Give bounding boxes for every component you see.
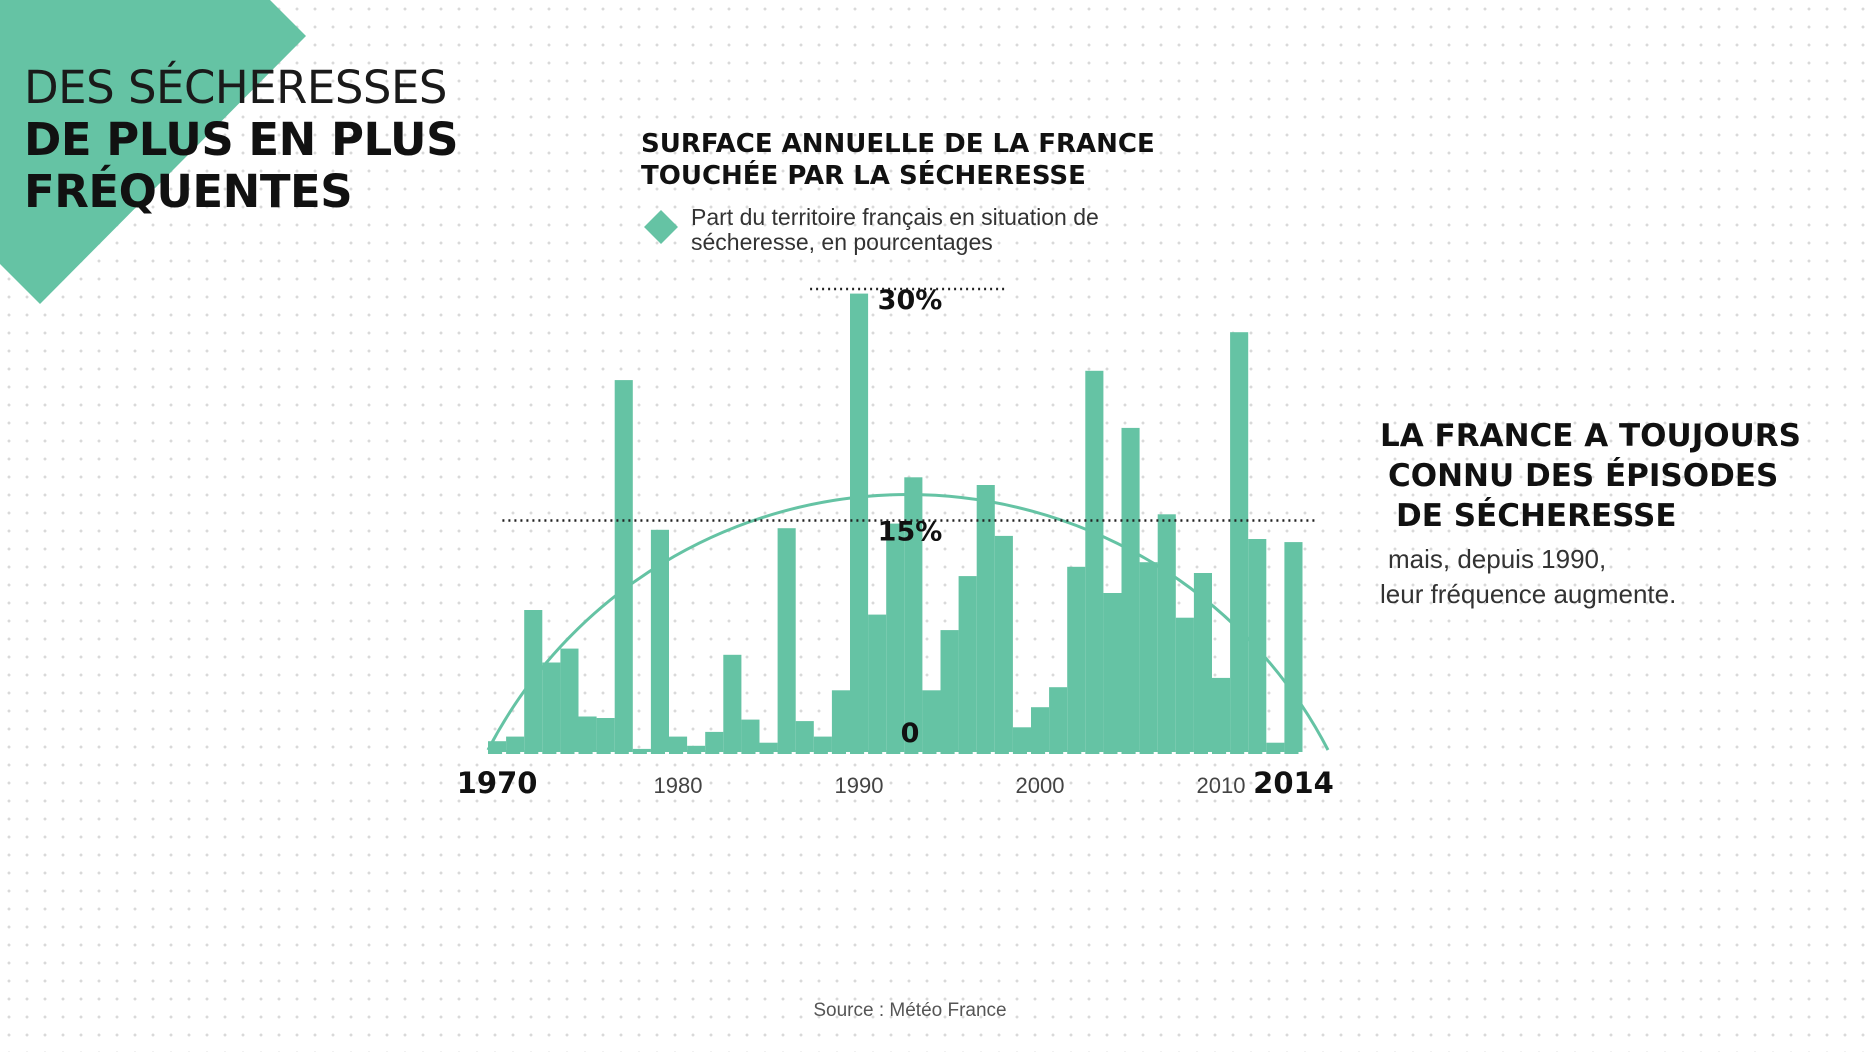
bar-2006 [1139, 562, 1158, 752]
bar-2007 [1157, 514, 1176, 752]
bar-1988 [813, 736, 832, 752]
bar-1980 [669, 736, 688, 752]
x-tick-label-2014: 2014 [1253, 766, 1334, 800]
legend-label: Part du territoire français en situation… [691, 204, 1099, 255]
bar-2000 [1031, 707, 1050, 752]
x-tick-label-2010: 2010 [1197, 773, 1246, 798]
annotation-heading-line-3: DE SÉCHERESSE [1396, 498, 1677, 534]
bar-2002 [1067, 566, 1086, 752]
bar-1996 [958, 576, 977, 752]
bar-1979 [650, 529, 669, 752]
headline-line-2: DE PLUS EN PLUS [24, 113, 459, 166]
annotation-sub-line-1: mais, depuis 1990, [1388, 544, 1607, 574]
bar-1976 [596, 718, 615, 752]
bar-2009 [1193, 573, 1212, 752]
headline-line-1: DES SÉCHERESSES [24, 61, 447, 114]
reference-label-15: 15% [878, 517, 943, 548]
bar-1987 [795, 721, 814, 752]
bar-1977 [614, 380, 633, 752]
bar-1991 [868, 614, 887, 752]
bar-1998 [994, 535, 1013, 752]
bar-1989 [831, 690, 850, 752]
bar-2003 [1085, 370, 1104, 752]
x-axis-ticks-group: 1970 1980 1990 2000 2010 2014 [457, 766, 1334, 800]
bar-1973 [542, 662, 561, 752]
bar-1975 [578, 716, 597, 752]
reference-lines-group: 30% 15% 0 [488, 285, 1316, 754]
bar-1997 [976, 485, 995, 752]
bar-2010 [1212, 677, 1231, 752]
bar-2005 [1121, 427, 1140, 752]
corner-triangle-decoration [0, 0, 306, 304]
bar-1974 [560, 648, 579, 752]
headline-line-3: FRÉQUENTES [24, 165, 353, 218]
legend-diamond-icon [644, 210, 678, 244]
reference-label-0: 0 [901, 718, 920, 749]
bar-2014 [1284, 542, 1303, 752]
annotation-heading: LA FRANCE A TOUJOURS CONNU DES ÉPISODES … [1380, 416, 1801, 536]
bar-2001 [1049, 687, 1068, 752]
bar-1990 [850, 293, 869, 752]
bar-1986 [777, 528, 796, 752]
x-tick-label-1980: 1980 [654, 773, 703, 798]
annotation-subtext: mais, depuis 1990, leur fréquence augmen… [1380, 542, 1800, 612]
bar-2012 [1248, 539, 1267, 752]
bar-1984 [741, 719, 760, 752]
bar-1994 [922, 690, 941, 752]
bar-1982 [705, 731, 724, 752]
chart-title-line-2: TOUCHÉE PAR LA SÉCHERESSE [641, 161, 1086, 191]
annotation: LA FRANCE A TOUJOURS CONNU DES ÉPISODES … [1380, 416, 1801, 612]
bar-2008 [1175, 617, 1194, 752]
bar-1972 [524, 610, 543, 752]
legend: Part du territoire français en situation… [643, 205, 1111, 255]
bar-2004 [1103, 593, 1122, 752]
bar-1971 [506, 736, 525, 752]
bar-1992 [886, 523, 905, 752]
x-tick-label-1970: 1970 [457, 766, 538, 800]
bar-1993 [904, 477, 923, 752]
chart-title-line-1: SURFACE ANNUELLE DE LA FRANCE [641, 129, 1155, 159]
x-tick-label-1990: 1990 [835, 773, 884, 798]
bar-1970 [488, 741, 507, 752]
source-credit: Source : Météo France [813, 1000, 1007, 1021]
bar-2013 [1266, 742, 1285, 752]
x-tick-label-2000: 2000 [1016, 773, 1065, 798]
chart-title: SURFACE ANNUELLE DE LA FRANCE TOUCHÉE PA… [641, 128, 1155, 192]
annotation-sub-line-2: leur fréquence augmente. [1380, 579, 1677, 609]
bar-2011 [1230, 332, 1249, 752]
bar-1983 [723, 654, 742, 752]
bar-1981 [687, 745, 706, 752]
bar-1999 [1012, 727, 1031, 752]
headline: DES SÉCHERESSES DE PLUS EN PLUS FRÉQUENT… [24, 61, 459, 218]
annotation-heading-line-2: CONNU DES ÉPISODES [1388, 458, 1779, 494]
bar-1985 [759, 742, 778, 752]
bar-1995 [940, 630, 959, 752]
annotation-heading-line-1: LA FRANCE A TOUJOURS [1380, 418, 1801, 454]
bars-group [488, 293, 1303, 752]
reference-label-30: 30% [878, 285, 943, 316]
